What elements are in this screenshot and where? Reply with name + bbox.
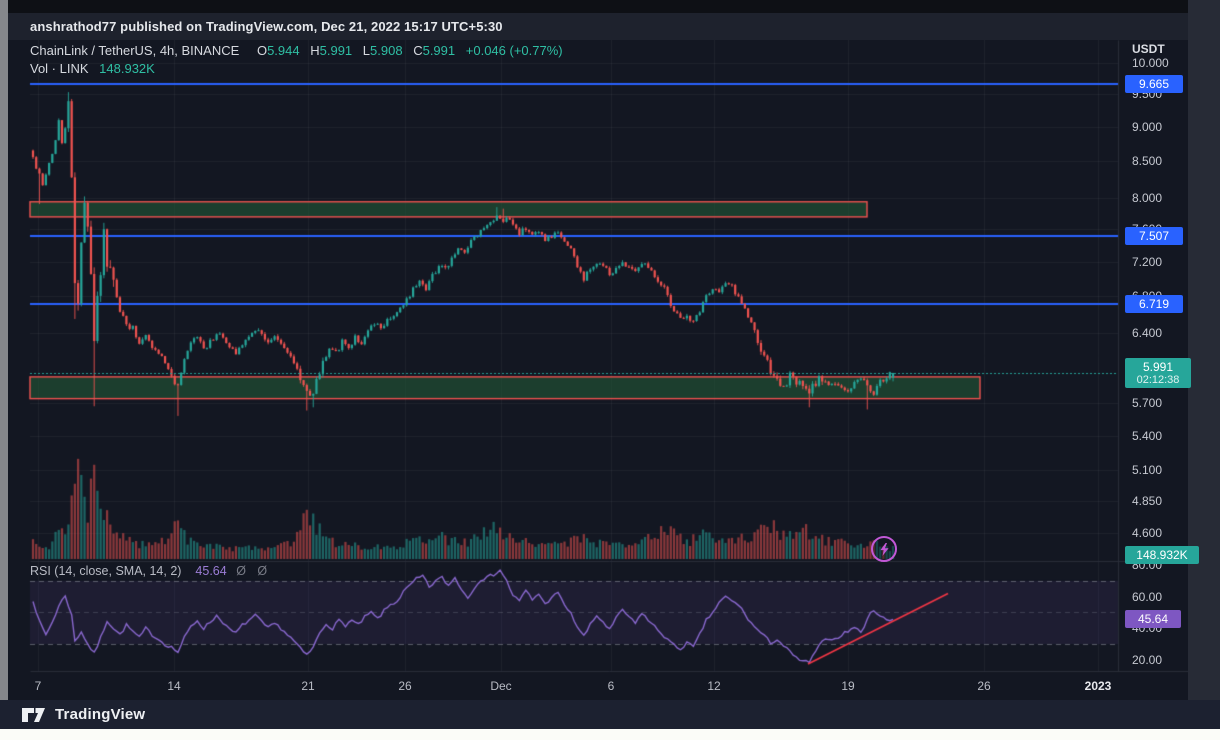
rsi-title[interactable]: RSI (14, close, SMA, 14, 2) <box>30 564 182 578</box>
time-tick: 26 <box>398 679 412 693</box>
open-label: O <box>256 43 268 58</box>
time-tick: Dec <box>490 679 512 693</box>
close-label: C <box>413 43 423 58</box>
chart-canvas[interactable] <box>8 40 1188 700</box>
time-tick: 2023 <box>1084 679 1112 693</box>
tradingview-logo-icon[interactable] <box>22 707 46 722</box>
rsi-hidden-values: Ø Ø <box>236 564 272 578</box>
time-tick: 7 <box>34 679 42 693</box>
countdown: 02:12:38 <box>1136 373 1180 386</box>
symbol-title[interactable]: ChainLink / TetherUS, 4h, BINANCE <box>30 43 240 58</box>
time-tick: 26 <box>977 679 991 693</box>
legend-row-volume: Vol · LINK 148.932K <box>30 60 563 78</box>
high-label: H <box>310 43 320 58</box>
low-value: 5.908 <box>370 43 403 58</box>
price-tick: 4.850 <box>1132 493 1163 508</box>
page-left-edge <box>0 0 8 700</box>
price-tick: 7.200 <box>1132 254 1163 269</box>
time-axis[interactable]: 7 14 21 26 Dec 6 12 19 26 2023 <box>8 671 1118 700</box>
page-right-edge <box>1188 0 1220 703</box>
time-tick: 6 <box>607 679 615 693</box>
rsi-legend: RSI (14, close, SMA, 14, 2) 45.64 Ø Ø <box>30 564 271 578</box>
open-value: 5.944 <box>267 43 300 58</box>
time-tick: 19 <box>841 679 855 693</box>
time-tick: 12 <box>707 679 721 693</box>
price-tick: 5.100 <box>1132 463 1163 478</box>
price-tick: 10.000 <box>1132 56 1169 70</box>
price-level-badge: 9.665 <box>1125 74 1183 93</box>
symbol-legend: ChainLink / TetherUS, 4h, BINANCE O5.944… <box>30 42 563 78</box>
publish-text: anshrathod77 published on TradingView.co… <box>30 19 503 34</box>
price-tick: 6.400 <box>1132 325 1163 340</box>
rsi-tick: 20.00 <box>1132 652 1163 667</box>
page-bottom-edge <box>0 729 1220 740</box>
footer-bar: TradingView <box>0 700 1220 729</box>
volume-value: 148.932K <box>99 61 155 76</box>
volume-badge: 148.932K <box>1125 546 1199 564</box>
change-value: +0.046 (+0.77%) <box>465 43 563 58</box>
legend-row-ohlc: ChainLink / TetherUS, 4h, BINANCE O5.944… <box>30 42 563 60</box>
time-tick: 21 <box>301 679 315 693</box>
boost-flash-icon[interactable] <box>871 536 897 562</box>
price-level-badge: 7.507 <box>1125 227 1183 246</box>
rsi-value-badge: 45.64 <box>1125 610 1181 629</box>
price-axis[interactable]: USDT 10.0009.5009.0008.5008.0007.6007.20… <box>1118 40 1199 700</box>
price-axis-currency: USDT <box>1132 42 1165 56</box>
price-level-badge: 6.719 <box>1125 294 1183 313</box>
lightning-bolt-icon <box>879 542 889 556</box>
close-value: 5.991 <box>422 43 456 58</box>
tradingview-brand[interactable]: TradingView <box>55 706 146 723</box>
last-price-badge: 5.991 02:12:38 <box>1125 357 1191 388</box>
volume-label: Vol · LINK <box>30 61 89 76</box>
time-tick: 14 <box>167 679 181 693</box>
page-top-edge <box>8 0 1188 13</box>
price-tick: 4.600 <box>1132 525 1163 540</box>
publish-bar: anshrathod77 published on TradingView.co… <box>8 13 1188 40</box>
price-tick: 9.000 <box>1132 119 1163 134</box>
price-tick: 5.700 <box>1132 396 1163 411</box>
price-tick: 5.400 <box>1132 428 1163 443</box>
chart-area: ChainLink / TetherUS, 4h, BINANCE O5.944… <box>8 40 1199 700</box>
low-label: L <box>362 43 371 58</box>
rsi-value: 45.64 <box>195 564 227 578</box>
rsi-tick: 60.00 <box>1132 589 1163 604</box>
price-tick: 8.500 <box>1132 154 1163 169</box>
high-value: 5.991 <box>319 43 353 58</box>
price-tick: 8.000 <box>1132 190 1163 205</box>
